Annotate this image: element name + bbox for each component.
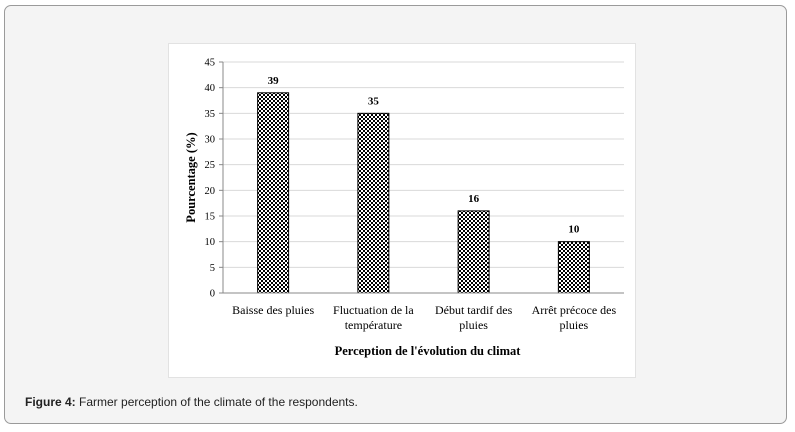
chart-container: 0 5 10 15 20 25 30 35 40 45 39 Baisse des pluies 35 F…: [168, 43, 636, 378]
x-tick-label: Fluctuation de la: [333, 303, 414, 317]
x-axis-title: Perception de l'évolution du climat: [335, 344, 522, 358]
labels: 0 5 10 15 20 25 30 35 40 45 39 Baisse des pluies 35 F…: [184, 58, 617, 359]
y-tick-label: 35: [205, 109, 216, 120]
axes: [219, 61, 624, 294]
caption-text: Farmer perception of the climate of the …: [79, 395, 358, 409]
data-label: 39: [268, 75, 280, 87]
caption-label: Figure 4:: [25, 395, 76, 409]
y-tick-label: 30: [205, 135, 216, 146]
bar-chart: 0 5 10 15 20 25 30 35 40 45 39 Baisse des pluies 35 F…: [184, 58, 624, 359]
y-tick-label: 0: [210, 289, 215, 300]
data-label: 10: [568, 224, 580, 236]
x-tick-label: température: [345, 318, 402, 332]
grid-lines: [223, 61, 624, 268]
figure-frame: 0 5 10 15 20 25 30 35 40 45 39 Baisse des pluies 35 F…: [4, 5, 787, 424]
bar: [557, 241, 590, 294]
x-tick-label: pluies: [459, 318, 488, 332]
bar: [257, 92, 290, 294]
data-label: 16: [468, 193, 480, 205]
x-tick-label: Baisse des pluies: [232, 303, 314, 317]
y-tick-label: 15: [205, 212, 216, 223]
data-label: 35: [368, 95, 380, 107]
figure-caption: Figure 4: Farmer perception of the clima…: [25, 395, 358, 409]
y-axis-title: Pourcentage (%): [184, 132, 198, 222]
x-tick-label: Début tardif des: [435, 303, 513, 317]
bar: [357, 112, 390, 294]
bars: [257, 92, 590, 294]
y-tick-label: 5: [210, 263, 215, 274]
bar: [457, 210, 490, 294]
y-tick-label: 45: [205, 58, 216, 69]
x-tick-label: pluies: [560, 318, 589, 332]
y-tick-label: 25: [205, 160, 216, 171]
y-tick-label: 40: [205, 83, 216, 94]
y-tick-label: 10: [205, 237, 216, 248]
y-tick-label: 20: [205, 186, 216, 197]
x-tick-label: Arrêt précoce des: [532, 303, 617, 317]
